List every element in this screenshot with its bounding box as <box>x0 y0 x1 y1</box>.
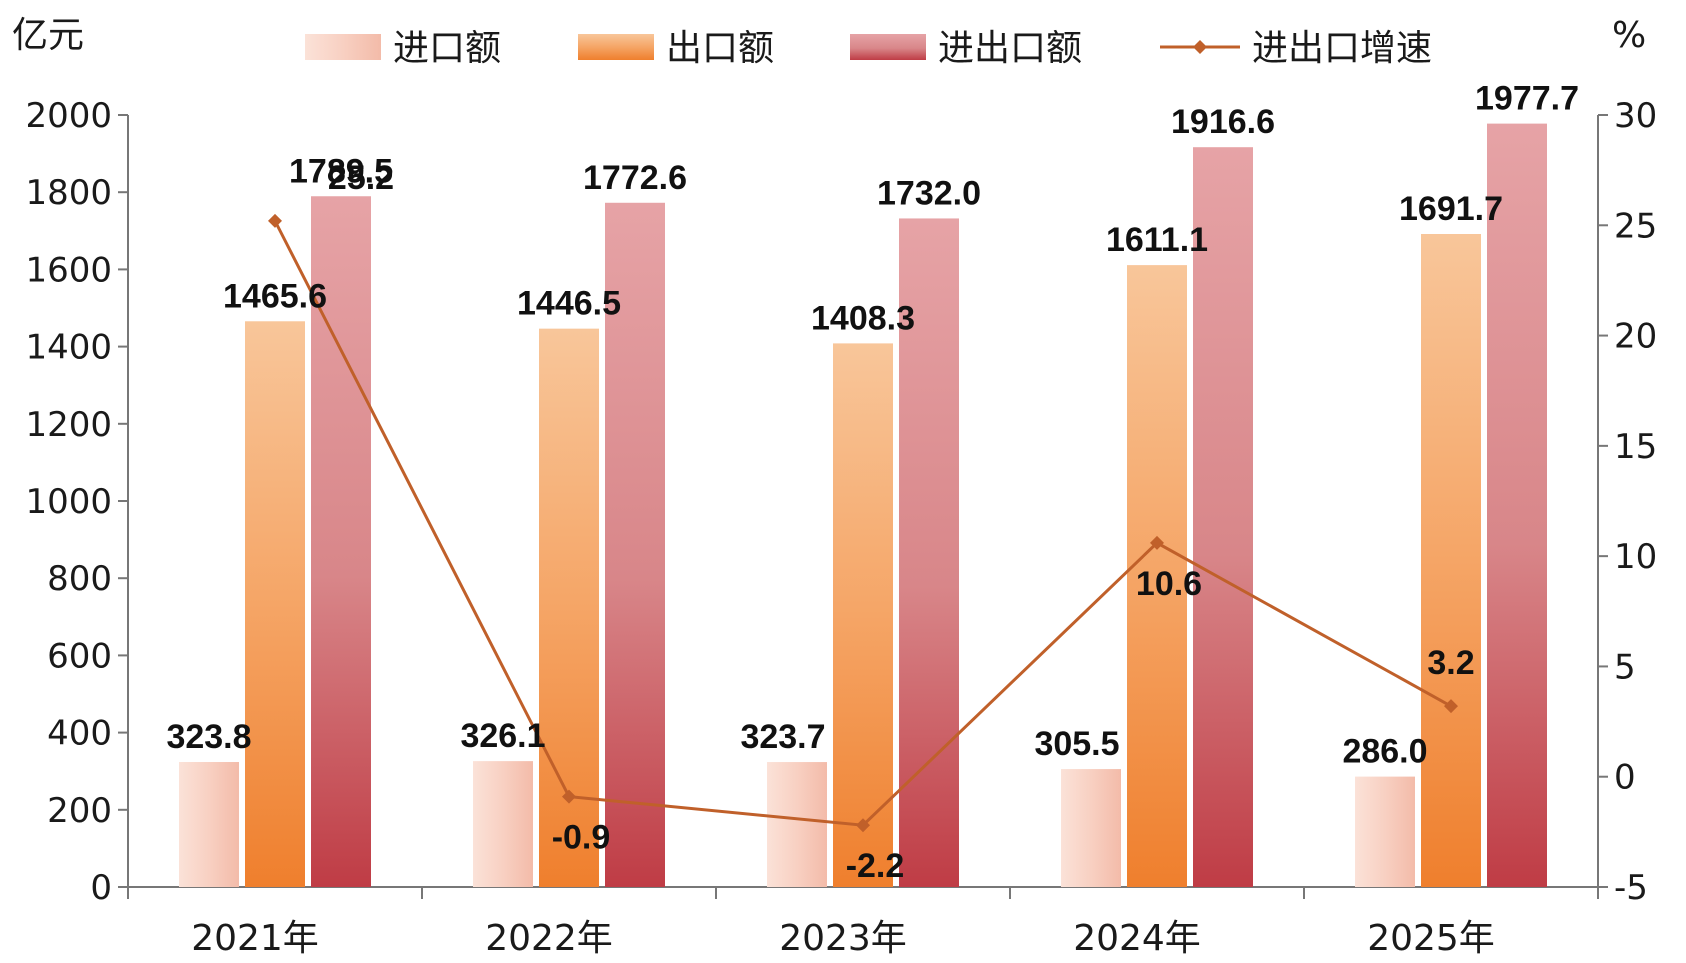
bars <box>179 123 1547 888</box>
growth-value-label: 3.2 <box>1427 644 1474 682</box>
left-tick-label: 1000 <box>25 482 112 522</box>
left-tick-label: 1200 <box>25 405 112 445</box>
bar-total <box>1487 123 1547 888</box>
bar-value-label: 1977.7 <box>1475 80 1579 118</box>
legend-swatch-2 <box>850 34 926 60</box>
growth-value-label: 25.2 <box>328 159 394 197</box>
legend-line-marker <box>1193 40 1207 54</box>
bar-total <box>899 218 959 887</box>
bar-value-label: 305.5 <box>1034 725 1119 763</box>
growth-point <box>562 789 576 804</box>
left-tick-label: 400 <box>47 714 112 754</box>
bar-export <box>833 343 893 887</box>
right-tick-label: 20 <box>1614 317 1657 357</box>
right-tick-label: 0 <box>1614 758 1636 798</box>
bar-total <box>1193 147 1253 888</box>
left-tick-label: 1400 <box>25 328 112 368</box>
left-tick-label: 600 <box>47 636 112 676</box>
bar-value-label: 286.0 <box>1342 733 1427 771</box>
bar-import <box>473 761 533 887</box>
left-tick-label: 1800 <box>25 173 112 213</box>
x-category-label: 2021年 <box>191 918 319 959</box>
right-tick-label: 10 <box>1614 537 1657 577</box>
bar-value-label: 1465.6 <box>223 277 327 315</box>
bar-import <box>1355 776 1415 887</box>
legend-label: 进出口额 <box>938 28 1082 69</box>
growth-point <box>268 213 282 228</box>
bar-value-label: 1916.6 <box>1171 103 1275 141</box>
legend: 进口额 出口额 进出口额 进出口增速 <box>305 28 1432 69</box>
bar-import <box>767 762 827 887</box>
right-tick-label: -5 <box>1614 868 1648 908</box>
right-axis-unit: % <box>1612 15 1646 56</box>
bar-import <box>179 762 239 887</box>
growth-value-label: -0.9 <box>552 819 611 857</box>
x-category-label: 2024年 <box>1073 918 1201 959</box>
axes: 0 200 400 600 800 1000 1200 1400 1600 1800 2000 -5 0… <box>12 15 1657 959</box>
bar-export <box>1421 234 1481 888</box>
bar-value-label: 1408.3 <box>811 299 915 337</box>
growth-point <box>856 818 870 833</box>
legend-swatch-1 <box>578 34 654 60</box>
bar-value-label: 1691.7 <box>1399 190 1503 228</box>
legend-label: 进口额 <box>393 28 501 69</box>
growth-value-label: -2.2 <box>846 847 905 885</box>
bar-export <box>1127 265 1187 888</box>
right-tick-label: 15 <box>1614 427 1657 467</box>
x-category-label: 2025年 <box>1367 918 1495 959</box>
bar-value-label: 1446.5 <box>517 285 621 323</box>
legend-label: 进出口增速 <box>1252 28 1432 69</box>
left-tick-label: 200 <box>47 791 112 831</box>
left-axis-unit: 亿元 <box>12 15 84 56</box>
left-tick-label: 2000 <box>25 96 112 136</box>
right-tick-label: 30 <box>1614 96 1657 136</box>
left-tick-label: 0 <box>90 868 112 908</box>
bar-import <box>1061 769 1121 887</box>
legend-label: 出口额 <box>666 28 774 69</box>
x-category-label: 2022年 <box>485 918 613 959</box>
left-tick-label: 800 <box>47 559 112 599</box>
bar-value-label: 1772.6 <box>583 159 687 197</box>
growth-line <box>268 213 1458 833</box>
data-labels: 323.8 1465.6 1789.5 326.1 1446.5 1772.6 323.7 1… <box>166 80 1579 886</box>
growth-point <box>1444 699 1458 714</box>
bar-value-label: 326.1 <box>460 717 545 755</box>
legend-swatch-0 <box>305 34 381 60</box>
left-tick-label: 1600 <box>25 250 112 290</box>
bar-export <box>245 321 305 887</box>
bar-value-label: 1789.5 <box>289 152 393 190</box>
right-tick-label: 25 <box>1614 206 1657 246</box>
right-tick-label: 5 <box>1614 647 1636 687</box>
bar-value-label: 1611.1 <box>1106 221 1208 259</box>
bar-value-label: 323.7 <box>740 718 825 756</box>
bar-value-label: 323.8 <box>166 718 251 756</box>
growth-value-label: 10.6 <box>1136 565 1202 603</box>
x-category-label: 2023年 <box>779 918 907 959</box>
bar-total <box>605 202 665 888</box>
bar-value-label: 1732.0 <box>877 174 981 212</box>
growth-point <box>1150 535 1164 550</box>
